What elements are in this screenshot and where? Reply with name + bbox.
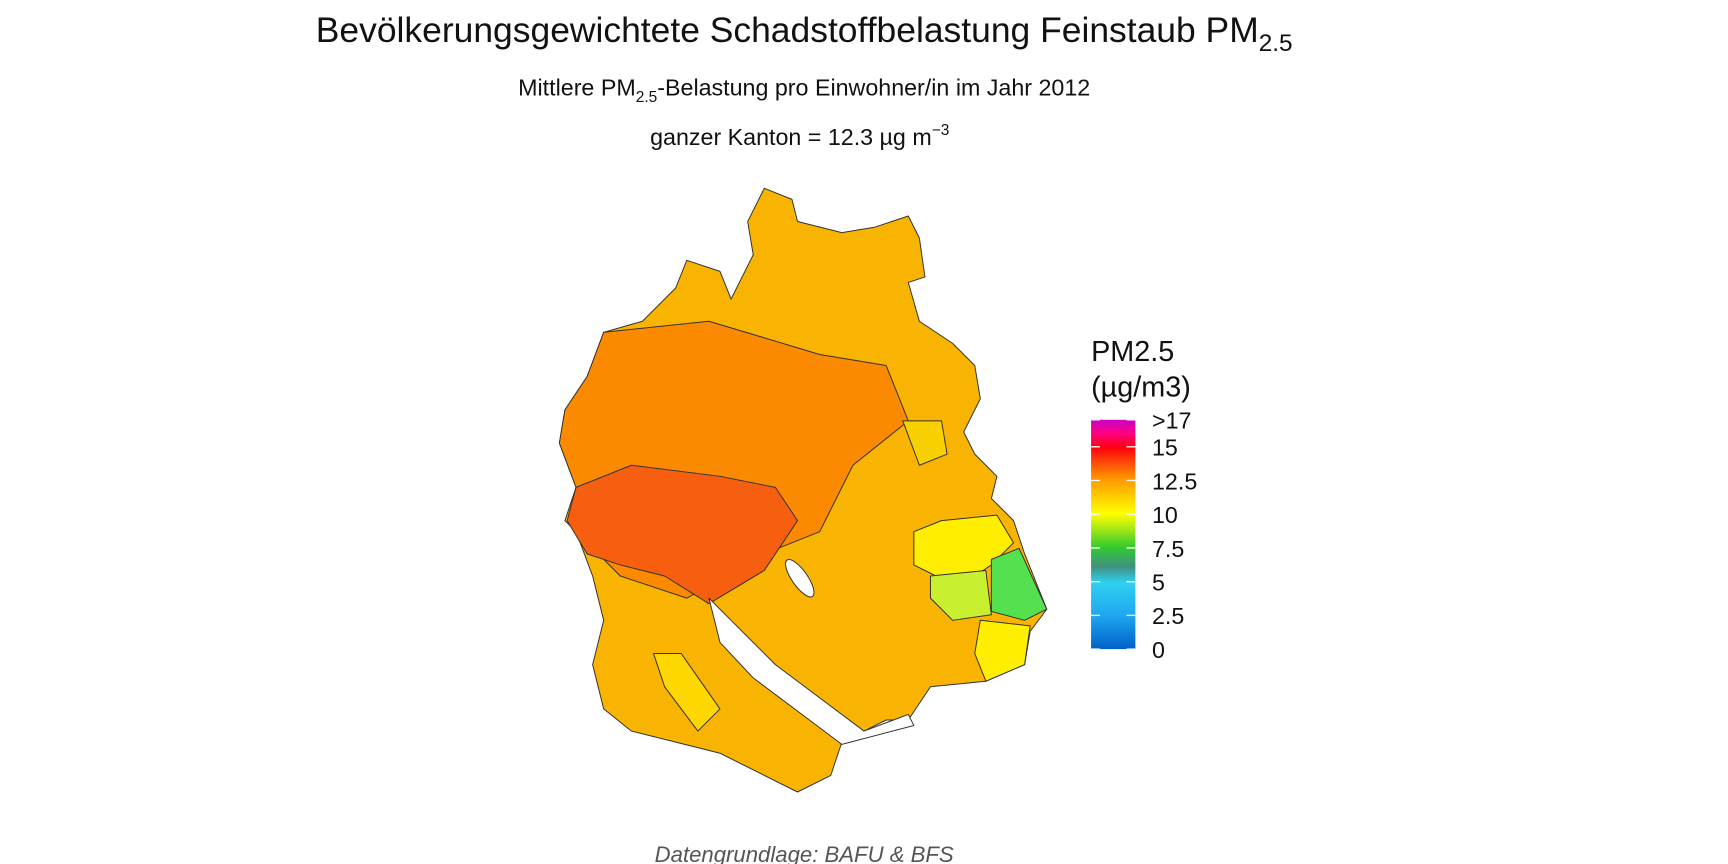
subtitle-text: -Belastung pro Einwohner/in im Jahr 2012	[657, 74, 1090, 100]
legend-tick-label: >17	[1152, 408, 1191, 434]
summary-text: ganzer Kanton = 12.3 µg m	[650, 124, 932, 150]
legend: PM2.5 (µg/m3) 0 2.5 5 7.5 10 12.5 15>17	[1091, 336, 1197, 663]
region-yellow	[653, 653, 721, 732]
region-yellow	[902, 420, 948, 466]
legend-tick-label: 15	[1152, 435, 1178, 461]
legend-tick-label: 2.5	[1152, 603, 1184, 629]
subtitle: Mittlere PM2.5-Belastung pro Einwohner/i…	[518, 74, 1090, 106]
title: Bevölkerungsgewichtete Schadstoffbelastu…	[316, 10, 1293, 57]
subtitle-subscript: 2.5	[636, 89, 658, 106]
legend-tick-label: 5	[1152, 570, 1165, 596]
region-red-orange	[566, 464, 799, 605]
title-subscript: 2.5	[1259, 30, 1293, 57]
legend-tick-label: 12.5	[1152, 468, 1197, 494]
title-text: Bevölkerungsgewichtete Schadstoffbelastu…	[316, 10, 1259, 50]
colorbar	[1091, 419, 1136, 650]
legend-tick-label: 7.5	[1152, 536, 1184, 562]
legend-tick-label: 0	[1152, 637, 1165, 663]
caption: Datengrundlage: BAFU & BFS	[655, 842, 954, 864]
lake	[708, 597, 915, 745]
region-yellow-green	[929, 569, 992, 621]
summary-superscript: −3	[932, 122, 950, 139]
region-yellow	[974, 619, 1031, 682]
legend-title: (µg/m3)	[1091, 372, 1191, 404]
lake	[785, 559, 815, 598]
legend-title: PM2.5	[1091, 336, 1174, 368]
subtitle-text: Mittlere PM	[518, 74, 636, 100]
region-green	[990, 547, 1048, 621]
legend-tick-label: 10	[1152, 502, 1178, 528]
map	[558, 187, 1048, 793]
summary: ganzer Kanton = 12.3 µg m−3	[650, 122, 949, 150]
